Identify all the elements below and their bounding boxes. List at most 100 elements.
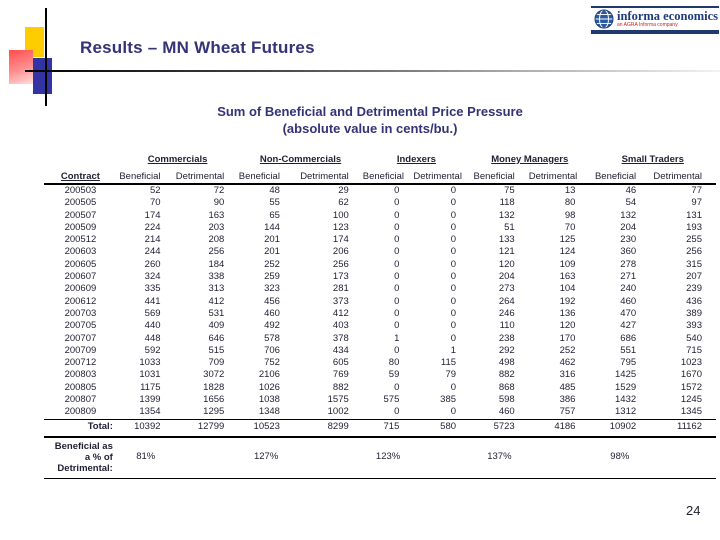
- table-row: 200612 441 412 456 373 0 0 264 192 460 436: [44, 296, 716, 308]
- value-cell: 373: [332, 295, 349, 307]
- value-cell: 0: [450, 283, 457, 295]
- percent-label: Beneficial as a % of Detrimental:: [44, 436, 117, 479]
- value-cell: 795: [620, 357, 637, 369]
- value-cell: 313: [208, 283, 225, 295]
- value-cell: 79: [445, 369, 457, 381]
- value-cell: 338: [208, 271, 225, 283]
- value-cell: 46: [625, 185, 637, 196]
- value-cell: 882: [332, 381, 349, 393]
- table-row: 200709 592 515 706 434 0 1 292 252 551 715: [44, 345, 716, 357]
- value-cell: 174: [332, 234, 349, 246]
- contract-cell: 200607: [64, 271, 97, 283]
- value-cell: 208: [208, 234, 225, 246]
- value-cell: 575: [383, 394, 400, 406]
- group-header-row: Commercials Non-Commercials Indexers Mon…: [44, 149, 716, 166]
- value-cell: 203: [208, 221, 225, 233]
- group-header-indexers: Indexers: [396, 153, 436, 165]
- value-cell: 492: [264, 320, 280, 332]
- value-cell: 1295: [203, 406, 225, 418]
- value-cell: 206: [332, 246, 349, 258]
- value-cell: 757: [559, 406, 576, 418]
- value-cell: 485: [559, 381, 576, 393]
- value-cell: 214: [144, 234, 161, 246]
- value-cell: 80: [564, 197, 576, 209]
- contract-cell: 200712: [64, 357, 97, 369]
- value-cell: 0: [450, 381, 457, 393]
- col-header-beneficial: Beneficial: [362, 166, 414, 185]
- value-cell: 0: [450, 332, 457, 344]
- col-header-detrimental: Detrimental: [650, 166, 716, 185]
- value-cell: 441: [144, 295, 161, 307]
- value-cell: 1031: [139, 369, 161, 381]
- value-cell: 409: [208, 320, 225, 332]
- value-cell: 3072: [203, 369, 225, 381]
- total-cell: 10902: [589, 418, 651, 438]
- table-row: 200703 569 531 460 412 0 0 246 136 470 389: [44, 308, 716, 320]
- value-cell: 540: [686, 332, 702, 344]
- value-cell: 1656: [203, 394, 225, 406]
- value-cell: 72: [213, 185, 225, 196]
- value-cell: 0: [394, 234, 400, 246]
- value-cell: 123: [332, 221, 349, 233]
- value-cell: 0: [450, 271, 457, 283]
- deco-vertical-line: [45, 8, 47, 106]
- value-cell: 0: [394, 307, 400, 319]
- value-cell: 882: [498, 369, 515, 381]
- value-cell: 115: [440, 357, 457, 369]
- value-cell: 385: [440, 394, 457, 406]
- price-pressure-table: Commercials Non-Commercials Indexers Mon…: [44, 149, 716, 479]
- value-cell: 1002: [327, 406, 349, 418]
- value-cell: 427: [620, 320, 637, 332]
- value-cell: 193: [686, 221, 702, 233]
- value-cell: 0: [394, 185, 400, 196]
- value-cell: 90: [213, 197, 225, 209]
- value-cell: 1425: [615, 369, 637, 381]
- table-row: 200607 324 338 259 173 0 0 204 163 271 207: [44, 271, 716, 283]
- value-cell: 144: [264, 221, 280, 233]
- value-cell: 1432: [615, 394, 637, 406]
- group-header-small-traders: Small Traders: [621, 153, 684, 165]
- value-cell: 65: [269, 209, 280, 221]
- value-cell: 252: [559, 344, 576, 356]
- contract-header: Contract: [44, 166, 117, 185]
- value-cell: 120: [559, 320, 576, 332]
- value-cell: 360: [620, 246, 637, 258]
- value-cell: 118: [499, 197, 515, 209]
- value-cell: 598: [498, 394, 515, 406]
- value-cell: 163: [559, 271, 576, 283]
- value-cell: 204: [620, 221, 637, 233]
- value-cell: 59: [388, 369, 400, 381]
- value-cell: 769: [332, 369, 349, 381]
- contract-cell: 200609: [64, 283, 97, 295]
- table-row: 200807 1399 1656 1038 1575 575 385 598 386 1432 12…: [44, 394, 716, 406]
- value-cell: 260: [144, 258, 161, 270]
- table-row: 200809 1354 1295 1348 1002 0 0 460 757 1312 1345: [44, 406, 716, 419]
- value-cell: 1529: [615, 381, 637, 393]
- group-header-non-commercials: Non-Commercials: [259, 153, 342, 165]
- value-cell: 335: [144, 283, 161, 295]
- table-title-line1: Sum of Beneficial and Detrimental Price …: [217, 104, 523, 119]
- value-cell: 207: [686, 271, 702, 283]
- value-cell: 1828: [203, 381, 225, 393]
- value-cell: 378: [332, 332, 349, 344]
- value-cell: 578: [264, 332, 280, 344]
- col-header-detrimental: Detrimental: [293, 166, 363, 185]
- value-cell: 204: [498, 271, 515, 283]
- value-cell: 201: [264, 246, 280, 258]
- total-cell: 11162: [650, 418, 716, 438]
- value-cell: 0: [450, 185, 457, 196]
- value-cell: 1: [394, 332, 400, 344]
- value-cell: 136: [559, 307, 576, 319]
- value-cell: 386: [559, 394, 576, 406]
- value-cell: 80: [388, 357, 400, 369]
- value-cell: 252: [264, 258, 280, 270]
- value-cell: 246: [498, 307, 515, 319]
- value-cell: 412: [332, 307, 349, 319]
- value-cell: 531: [208, 307, 225, 319]
- col-header-beneficial: Beneficial: [470, 166, 529, 185]
- col-header-detrimental: Detrimental: [174, 166, 239, 185]
- value-cell: 1033: [139, 357, 161, 369]
- value-cell: 1345: [680, 406, 702, 418]
- table-row: 200512 214 208 201 174 0 0 133 125 230 255: [44, 234, 716, 246]
- value-cell: 0: [450, 295, 457, 307]
